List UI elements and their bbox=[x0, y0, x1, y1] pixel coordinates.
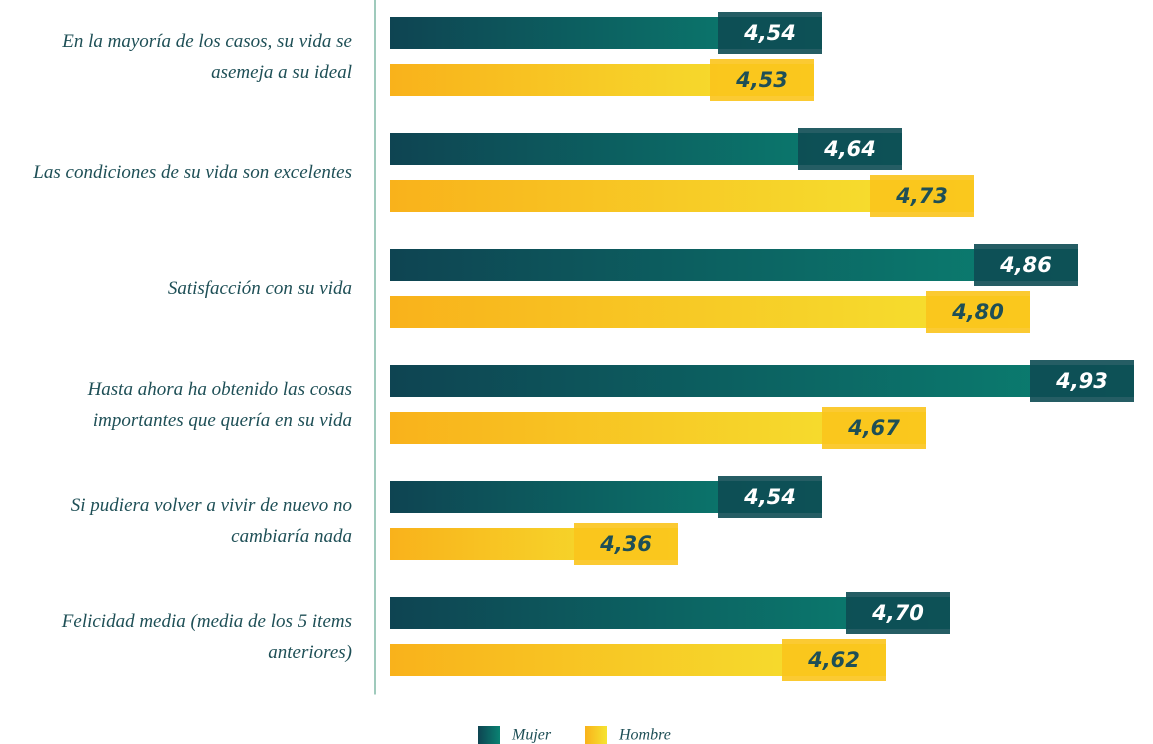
value-label-box bbox=[718, 476, 822, 518]
category-label: Satisfacción con su vida bbox=[167, 278, 352, 299]
value-label: 4,86 bbox=[999, 253, 1052, 277]
value-label-box bbox=[870, 175, 974, 217]
value-label: 4,64 bbox=[823, 137, 876, 161]
value-label-box bbox=[974, 244, 1078, 286]
value-label-box bbox=[926, 291, 1030, 333]
category-label: Si pudiera volver a vivir de nuevo no ca… bbox=[70, 494, 352, 547]
value-label: 4,54 bbox=[743, 485, 796, 509]
value-label: 4,80 bbox=[951, 300, 1004, 324]
value-label-box bbox=[846, 592, 950, 634]
value-label-box bbox=[822, 407, 926, 449]
category-label: Hasta ahora ha obtenido las cosas import… bbox=[87, 378, 352, 431]
value-label-box bbox=[718, 12, 822, 54]
value-label-box bbox=[798, 128, 902, 170]
value-label: 4,67 bbox=[847, 416, 900, 440]
bar bbox=[390, 296, 1030, 328]
legend-swatch bbox=[585, 726, 607, 744]
bar bbox=[390, 249, 1078, 281]
category-label: En la mayoría de los casos, su vida se a… bbox=[62, 30, 352, 83]
value-label-box bbox=[782, 639, 886, 681]
value-label-box bbox=[1030, 360, 1134, 402]
value-label: 4,36 bbox=[599, 532, 652, 556]
category-label: Las condiciones de su vida son excelente… bbox=[33, 162, 352, 183]
legend-label: Mujer bbox=[511, 727, 552, 744]
value-label: 4,54 bbox=[743, 21, 796, 45]
category-label: Felicidad media (media de los 5 items an… bbox=[61, 610, 352, 663]
legend-label: Hombre bbox=[618, 727, 671, 744]
value-label: 4,70 bbox=[871, 601, 924, 625]
value-label: 4,53 bbox=[735, 68, 788, 92]
value-label: 4,62 bbox=[807, 648, 860, 672]
value-label: 4,93 bbox=[1055, 369, 1108, 393]
legend-swatch bbox=[478, 726, 500, 744]
bar bbox=[390, 365, 1134, 397]
value-label-box bbox=[574, 523, 678, 565]
value-label: 4,73 bbox=[895, 184, 948, 208]
value-label-box bbox=[710, 59, 814, 101]
